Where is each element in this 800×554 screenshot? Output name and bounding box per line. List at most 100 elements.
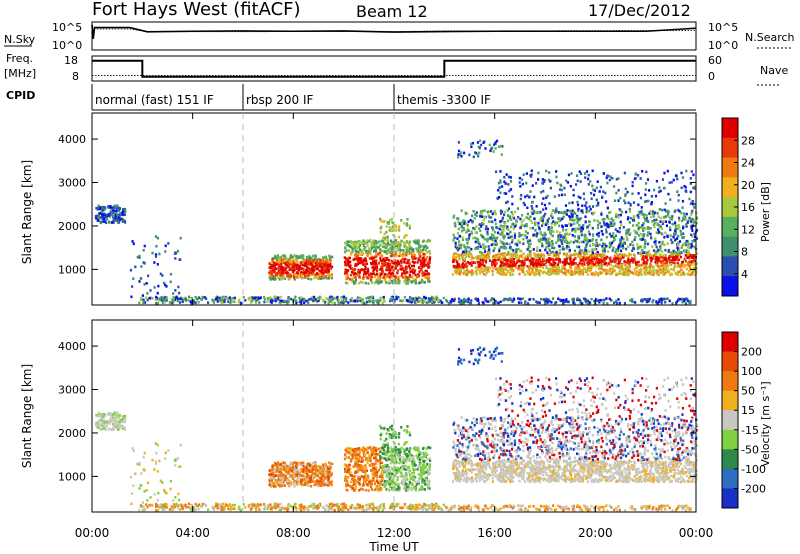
power-datum bbox=[677, 249, 681, 253]
power-datum bbox=[395, 297, 398, 300]
power-datum bbox=[466, 245, 469, 249]
power-datum bbox=[318, 295, 322, 299]
power-datum bbox=[138, 280, 141, 283]
power-datum bbox=[484, 273, 487, 277]
power-datum bbox=[343, 250, 347, 254]
power-datum bbox=[644, 263, 647, 267]
power-datum bbox=[390, 254, 393, 258]
power-datum bbox=[480, 225, 483, 228]
power-datum bbox=[648, 189, 651, 192]
power-datum bbox=[695, 237, 699, 240]
power-datum bbox=[689, 182, 692, 185]
power-datum bbox=[625, 210, 628, 214]
power-datum bbox=[461, 229, 464, 233]
power-datum bbox=[353, 264, 357, 268]
power-datum bbox=[518, 272, 521, 276]
power-datum bbox=[470, 230, 473, 233]
power-datum bbox=[427, 239, 430, 242]
power-datum bbox=[650, 269, 653, 273]
power-datum bbox=[543, 180, 546, 184]
power-datum bbox=[381, 239, 384, 242]
power-datum bbox=[390, 226, 393, 230]
power-datum bbox=[589, 265, 592, 268]
power-datum bbox=[618, 230, 621, 234]
power-datum bbox=[468, 250, 471, 253]
power-datum bbox=[540, 269, 543, 273]
power-datum bbox=[173, 252, 177, 255]
power-datum bbox=[520, 254, 524, 258]
power-datum bbox=[121, 217, 124, 221]
power-datum bbox=[421, 271, 424, 274]
power-datum bbox=[465, 270, 468, 274]
power-datum bbox=[496, 196, 499, 200]
power-datum bbox=[617, 266, 621, 269]
power-datum bbox=[481, 221, 484, 225]
power-datum bbox=[279, 299, 282, 303]
power-datum bbox=[680, 244, 684, 248]
power-datum bbox=[582, 297, 586, 301]
power-datum bbox=[590, 272, 593, 276]
power-datum bbox=[343, 256, 346, 259]
power-datum bbox=[638, 212, 641, 216]
freq-label: Freq. bbox=[6, 52, 33, 65]
power-datum bbox=[642, 261, 645, 265]
power-datum bbox=[366, 244, 369, 247]
power-datum bbox=[619, 257, 623, 261]
power-datum bbox=[491, 212, 494, 216]
power-datum bbox=[637, 216, 640, 219]
power-datum bbox=[463, 151, 466, 155]
power-datum bbox=[680, 297, 683, 301]
power-datum bbox=[598, 300, 601, 304]
power-datum bbox=[364, 266, 367, 269]
power-datum bbox=[376, 274, 380, 277]
power-datum bbox=[492, 301, 495, 305]
power-datum bbox=[506, 227, 510, 231]
power-datum bbox=[178, 301, 182, 304]
power-datum bbox=[556, 181, 559, 185]
power-datum bbox=[101, 205, 104, 209]
power-datum bbox=[404, 257, 407, 261]
power-datum bbox=[469, 301, 472, 305]
power-datum bbox=[689, 299, 692, 303]
power-datum bbox=[505, 266, 508, 270]
power-datum bbox=[177, 285, 180, 289]
power-datum bbox=[316, 300, 319, 303]
power-datum bbox=[561, 267, 564, 271]
power-datum bbox=[382, 297, 385, 301]
power-datum bbox=[548, 202, 551, 205]
power-datum bbox=[272, 267, 275, 270]
power-datum bbox=[411, 253, 414, 256]
power-datum bbox=[537, 261, 540, 265]
power-datum bbox=[366, 267, 369, 271]
power-datum bbox=[467, 297, 470, 301]
power-datum bbox=[513, 234, 517, 238]
power-datum bbox=[637, 251, 640, 255]
power-datum bbox=[470, 254, 473, 258]
power-datum bbox=[522, 237, 525, 241]
power-datum bbox=[414, 298, 417, 302]
power-datum bbox=[655, 268, 658, 272]
power-datum bbox=[691, 229, 694, 232]
power-datum bbox=[572, 297, 575, 301]
power-datum bbox=[482, 222, 485, 226]
power-datum bbox=[96, 208, 99, 211]
power-datum bbox=[459, 302, 462, 305]
power-datum bbox=[320, 270, 323, 273]
power-datum bbox=[500, 210, 504, 214]
power-datum bbox=[476, 141, 480, 144]
power-datum bbox=[154, 255, 158, 258]
power-datum bbox=[670, 267, 673, 271]
power-datum bbox=[460, 252, 464, 256]
power-datum bbox=[453, 297, 456, 301]
power-datum bbox=[644, 182, 648, 185]
power-datum bbox=[452, 264, 455, 268]
power-datum bbox=[277, 298, 280, 301]
cpid-label: CPID bbox=[6, 89, 35, 102]
power-datum bbox=[627, 245, 630, 249]
power-datum bbox=[567, 300, 570, 304]
power-datum bbox=[531, 201, 534, 204]
power-datum bbox=[364, 246, 367, 249]
power-datum bbox=[535, 266, 538, 270]
power-datum bbox=[317, 273, 320, 277]
power-datum bbox=[161, 274, 164, 277]
